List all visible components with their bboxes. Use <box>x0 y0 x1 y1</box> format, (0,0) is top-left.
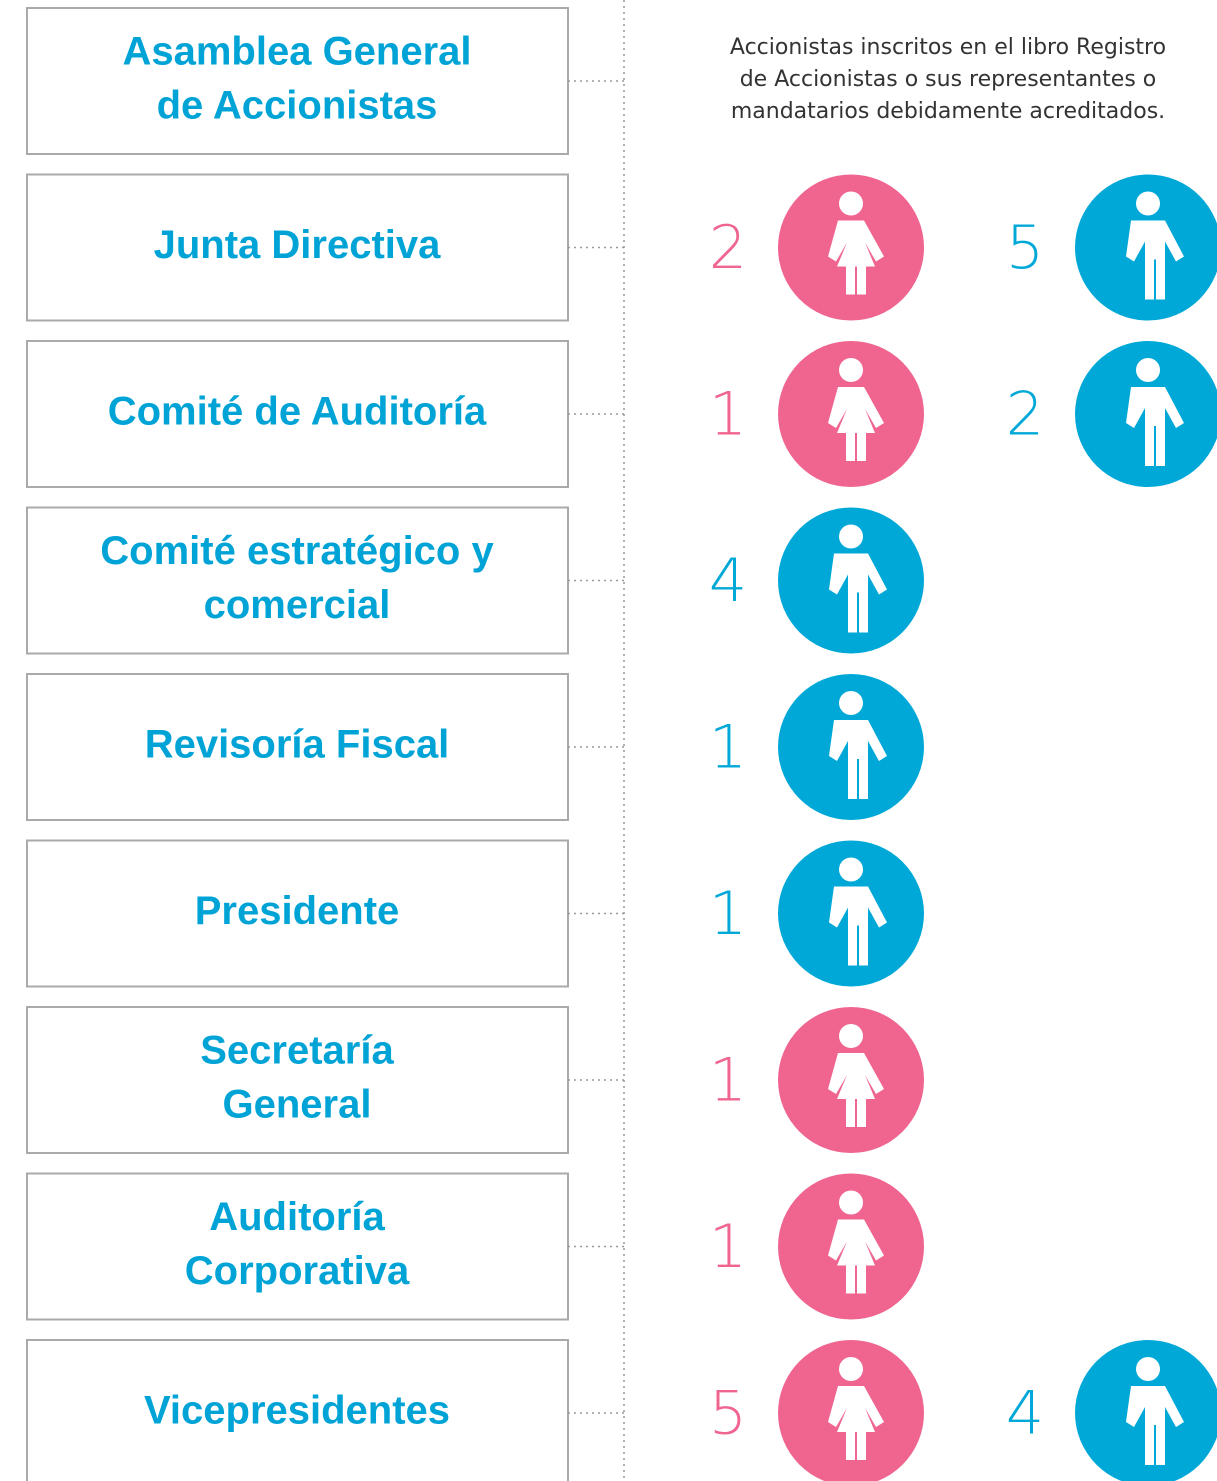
person-icon <box>778 1173 924 1320</box>
person-count: 2 <box>1006 380 1044 450</box>
role-label: comercial <box>204 583 391 627</box>
role-label: de Accionistas <box>157 84 438 128</box>
person-icon <box>778 1340 924 1481</box>
icon-body <box>1126 387 1184 466</box>
icon-body <box>1126 1386 1184 1465</box>
icon-head <box>839 524 863 549</box>
icon-head <box>1136 358 1160 382</box>
role-label: Secretaría <box>200 1029 394 1073</box>
role-label: Vicepresidentes <box>144 1389 450 1433</box>
role-label: General <box>223 1083 372 1127</box>
role-box <box>26 673 569 821</box>
icon-head <box>1136 191 1160 216</box>
role-box <box>26 506 569 655</box>
role-description: Accionistas inscritos en el libro Regist… <box>730 35 1166 60</box>
role-label: Revisoría Fiscal <box>145 723 450 767</box>
icon-body <box>828 387 884 461</box>
person-icon <box>778 674 924 820</box>
icon-head <box>839 1357 863 1381</box>
icon-body <box>829 720 887 799</box>
person-count: 2 <box>709 213 747 283</box>
person-icon <box>1075 1340 1217 1481</box>
icon-body <box>1126 220 1184 300</box>
role-label: Comité estratégico y <box>100 529 494 573</box>
person-count: 1 <box>709 879 747 949</box>
person-icon <box>778 341 924 487</box>
role-box <box>26 7 569 155</box>
icon-body <box>829 553 887 633</box>
icon-body <box>828 1219 884 1294</box>
person-count: 1 <box>709 380 747 450</box>
person-count: 4 <box>1006 1379 1044 1449</box>
icon-head <box>839 191 863 216</box>
person-icon <box>1075 174 1217 321</box>
icon-body <box>828 1386 884 1460</box>
role-label: Asamblea General <box>122 30 471 74</box>
icon-body <box>828 220 884 295</box>
icon-body <box>829 886 887 966</box>
person-icon <box>1075 341 1217 487</box>
person-count: 4 <box>709 546 747 616</box>
person-count: 5 <box>709 1379 747 1449</box>
person-icon <box>778 507 924 654</box>
icon-head <box>839 1190 863 1215</box>
icon-body <box>828 1053 884 1127</box>
person-count: 1 <box>709 713 747 783</box>
role-label: Corporativa <box>185 1249 410 1293</box>
icon-head <box>1136 1357 1160 1381</box>
icon-head <box>839 358 863 382</box>
role-box <box>26 1339 569 1481</box>
role-label: Junta Directiva <box>154 223 442 267</box>
person-icon <box>778 174 924 321</box>
person-count: 1 <box>709 1212 747 1282</box>
person-count: 1 <box>709 1046 747 1116</box>
person-count: 5 <box>1006 213 1044 283</box>
role-label: Comité de Auditoría <box>108 390 487 434</box>
role-box <box>26 839 569 988</box>
role-description: mandatarios debidamente acreditados. <box>731 99 1165 124</box>
icon-head <box>839 1024 863 1048</box>
role-box <box>26 173 569 322</box>
icon-head <box>839 691 863 715</box>
role-label: Auditoría <box>209 1195 385 1239</box>
person-icon <box>778 1007 924 1153</box>
person-icon <box>778 840 924 987</box>
role-description: de Accionistas o sus representantes o <box>740 67 1157 92</box>
role-box <box>26 1172 569 1321</box>
icon-head <box>839 857 863 882</box>
role-label: Presidente <box>195 889 400 933</box>
